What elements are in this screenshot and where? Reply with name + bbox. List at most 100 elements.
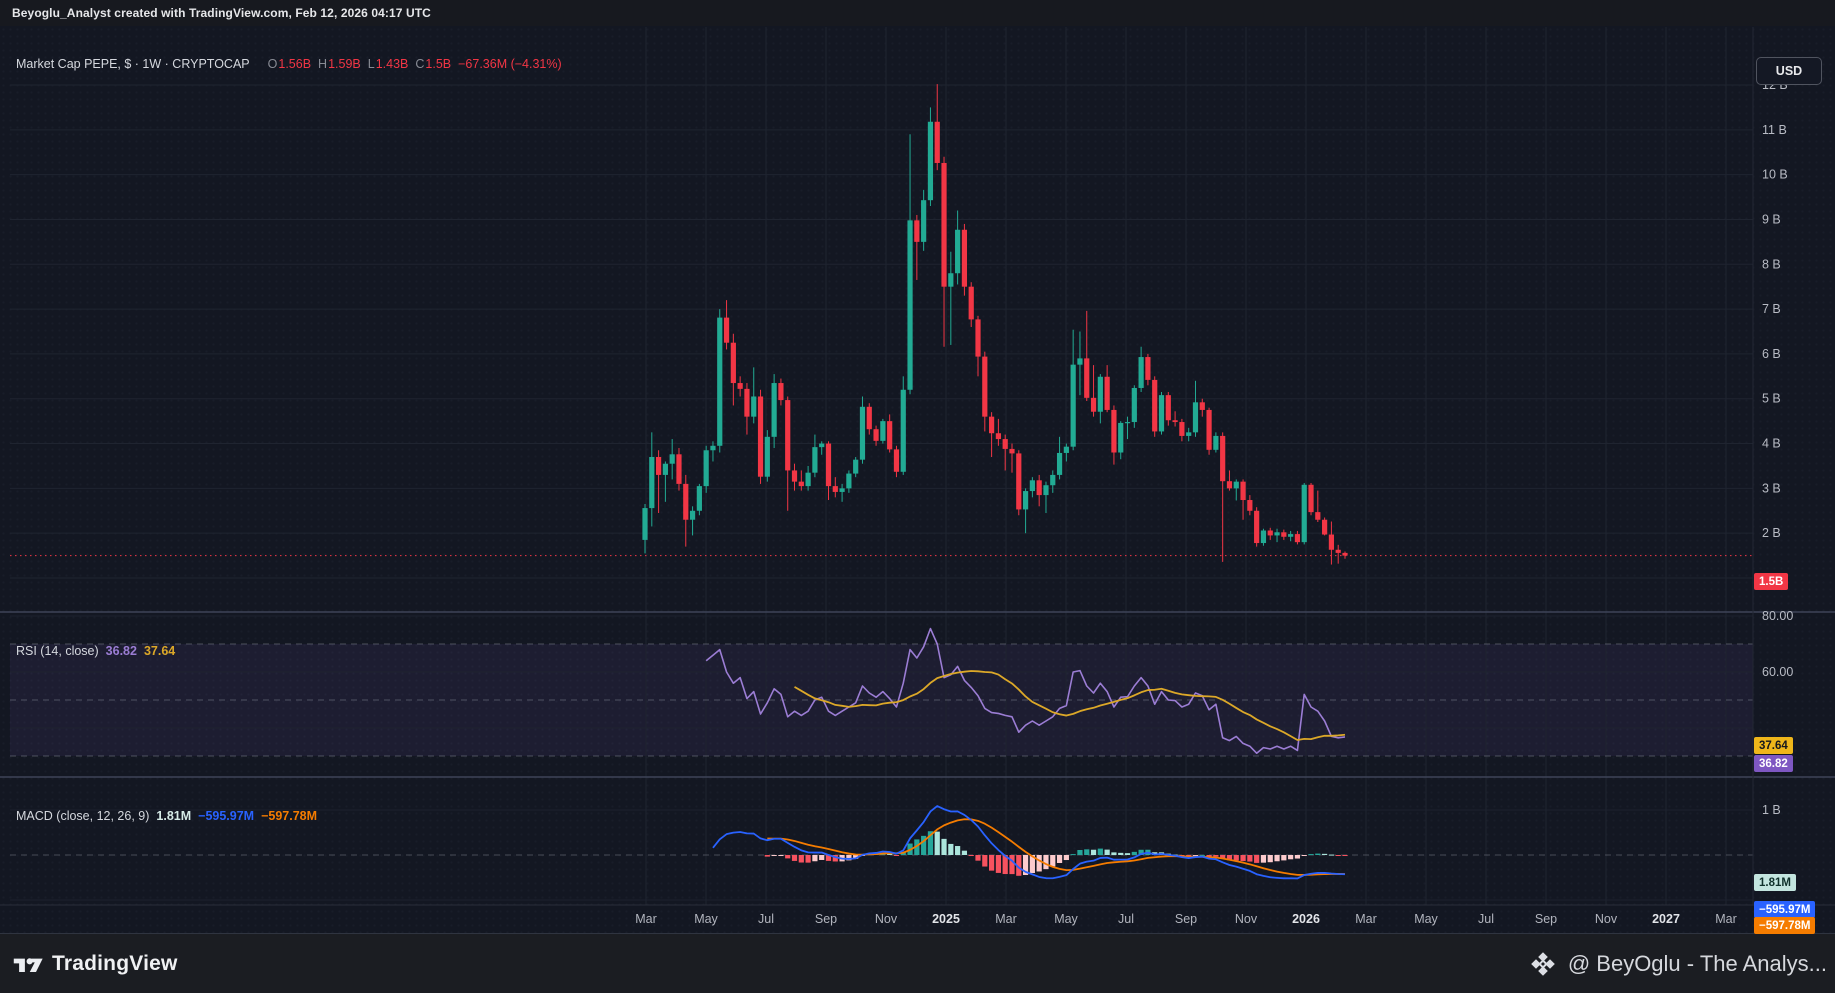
macd-line-badge: −595.97M	[1754, 901, 1816, 918]
price-chart-canvas[interactable]: 12 B11 B10 B9 B8 B7 B6 B5 B4 B3 B2 B1 B8…	[0, 26, 1835, 933]
candle-body	[1077, 358, 1083, 365]
candle-body	[1172, 420, 1178, 423]
candle-body	[1254, 510, 1260, 544]
candle-body	[941, 162, 947, 287]
macd-hist-bar	[1009, 855, 1015, 875]
author-credit-text: @ BeyOglu - The Analys...	[1567, 951, 1827, 976]
macd-hist-bar	[1274, 855, 1280, 862]
candle-body	[1281, 532, 1287, 537]
candle-body	[1090, 397, 1097, 412]
candle-body	[751, 396, 757, 417]
candle-body	[676, 454, 682, 484]
macd-hist-bar	[805, 855, 811, 863]
candle-body	[921, 200, 927, 242]
macd-hist-bar	[819, 855, 825, 860]
macd-hist-bar	[1267, 855, 1273, 863]
macd-hist-bar	[995, 855, 1001, 873]
candle-body	[1240, 481, 1246, 501]
time-label: Jul	[1118, 912, 1134, 926]
candle-body	[1138, 357, 1144, 388]
rsi-current-value: 36.82	[105, 644, 137, 658]
candle-body	[778, 383, 784, 401]
candle-body	[1009, 448, 1015, 454]
candle-body	[995, 433, 1001, 440]
macd-hist-bar	[955, 846, 961, 855]
time-label: 2026	[1292, 912, 1320, 926]
macd-hist-bar	[1138, 849, 1144, 855]
candle-body	[1179, 422, 1185, 436]
macd-tick: 1 B	[1762, 803, 1781, 817]
open-value: O 1.56B	[267, 57, 312, 71]
candle-body	[1342, 552, 1348, 556]
macd-hist-badge: 1.81M	[1754, 874, 1796, 891]
candle-body	[961, 229, 968, 287]
candle-body	[1002, 439, 1008, 449]
macd-hist-bar	[900, 852, 906, 855]
macd-hist-bar	[1050, 855, 1056, 867]
time-label: Sep	[815, 912, 837, 926]
time-axis[interactable]: Mar May Jul Sep Nov 2025 Mar May Jul Sep Nov 2026 Ma…	[635, 912, 1737, 926]
candle-body	[853, 459, 859, 474]
macd-signal-value: −597.78M	[261, 809, 318, 823]
time-label: 2027	[1652, 912, 1680, 926]
candle-body	[1036, 480, 1042, 496]
candle-body	[873, 429, 879, 441]
rsi-tick: 60.00	[1762, 665, 1793, 679]
candle-body	[669, 454, 675, 464]
tradingview-brand[interactable]: TradingView	[12, 951, 178, 977]
macd-signal-line	[767, 818, 1346, 876]
macd-hist-bar	[941, 838, 947, 855]
time-label: Jul	[758, 912, 774, 926]
rsi-legend[interactable]: RSI (14, close) 36.82 37.64	[16, 644, 175, 658]
candle-body	[771, 383, 777, 437]
chart-area[interactable]: 12 B11 B10 B9 B8 B7 B6 B5 B4 B3 B2 B1 B8…	[0, 26, 1835, 934]
currency-toggle-button[interactable]: USD	[1756, 57, 1822, 85]
rsi-ma-value: 37.64	[143, 644, 176, 658]
macd-legend[interactable]: MACD (close, 12, 26, 9) 1.81M −595.97M −…	[16, 809, 317, 823]
change-value: −67.36M (−4.31%)	[458, 57, 562, 71]
symbol-legend[interactable]: Market Cap PEPE, $ · 1W · CRYPTOCAP O 1.5…	[16, 57, 562, 71]
macd-hist-bar	[1226, 855, 1233, 861]
candle-body	[1084, 358, 1090, 398]
candle-body	[907, 220, 913, 390]
time-label: Jul	[1478, 912, 1494, 926]
symbol-title[interactable]: Market Cap PEPE, $ · 1W · CRYPTOCAP	[16, 57, 250, 71]
price-tick: 11 B	[1762, 123, 1787, 137]
candle-body	[791, 470, 798, 482]
macd-title[interactable]: MACD (close, 12, 26, 9)	[16, 809, 150, 823]
candle-body	[649, 456, 655, 509]
candle-body	[744, 388, 750, 417]
candlesticks[interactable]	[642, 84, 1348, 565]
rsi-value-badge: 36.82	[1754, 755, 1793, 772]
rsi-title[interactable]: RSI (14, close)	[16, 644, 99, 658]
candle-body	[1288, 534, 1294, 537]
candle-body	[703, 450, 709, 487]
price-tick: 3 B	[1762, 481, 1781, 495]
candle-body	[1335, 549, 1341, 553]
candle-body	[1145, 357, 1151, 380]
price-tick: 2 B	[1762, 526, 1781, 540]
candle-body	[730, 342, 736, 384]
candle-body	[1152, 379, 1158, 432]
candle-body	[1199, 402, 1205, 410]
rsi-ma-badge: 37.64	[1754, 737, 1793, 754]
price-axis[interactable]: 12 B11 B10 B9 B8 B7 B6 B5 B4 B3 B2 B1 B8…	[1762, 78, 1793, 817]
macd-hist-bar	[1036, 855, 1042, 872]
macd-hist-bar	[1002, 855, 1008, 875]
candle-body	[723, 317, 730, 343]
macd-hist-bar	[1104, 849, 1110, 855]
macd-hist-bar	[1090, 849, 1097, 855]
candle-body	[717, 317, 723, 446]
candle-body	[1328, 534, 1335, 550]
macd-hist-bar	[812, 855, 818, 862]
macd-hist-bar	[1118, 852, 1124, 855]
candle-body	[1070, 364, 1076, 447]
pane-dividers	[0, 27, 1835, 906]
candle-body	[1315, 512, 1321, 520]
candle-body	[819, 443, 825, 448]
candle-body	[1226, 481, 1233, 489]
candle-body	[805, 472, 811, 487]
candle-body	[1104, 376, 1110, 410]
time-label: Mar	[1355, 912, 1377, 926]
